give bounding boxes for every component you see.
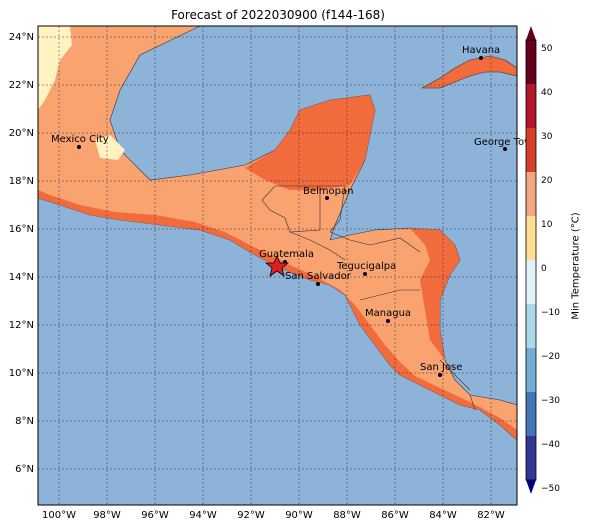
lat-label: 24°N: [9, 32, 34, 43]
city-label-belmopan: Belmopan: [303, 186, 353, 197]
hot-honduras: [410, 228, 460, 360]
lat-label: 10°N: [9, 368, 34, 379]
city-label-san-salvador: San Salvador: [285, 271, 352, 282]
colorbar-bottom-arrow: [526, 480, 536, 494]
lon-label: 84°W: [429, 510, 457, 521]
lat-label: 20°N: [9, 128, 34, 139]
city-label-mexico-city: Mexico City: [51, 134, 109, 145]
lat-label: 14°N: [9, 272, 34, 283]
lat-label: 8°N: [15, 416, 34, 427]
colorbar-tick: −20: [541, 352, 560, 362]
city-dot-belmopan: [325, 196, 329, 200]
cool-zone-2: [95, 135, 125, 160]
star-marker: [264, 254, 290, 277]
city-label-san-jose: San Jose: [420, 362, 462, 373]
lat-label: 12°N: [9, 320, 34, 331]
city-dot-george-town: [503, 147, 507, 151]
lat-label: 6°N: [15, 464, 34, 475]
lon-label: 82°W: [477, 510, 505, 521]
lat-label: 22°N: [9, 80, 34, 91]
city-dot-mexico-city: [77, 145, 81, 149]
city-dot-san-salvador: [316, 282, 320, 286]
lat-label: 18°N: [9, 176, 34, 187]
map-title: Forecast of 2022030900 (f144-168): [171, 8, 385, 22]
colorbar-tick: 40: [541, 88, 553, 98]
colorbar-tick: −50: [541, 484, 560, 494]
country-borders: [261, 185, 476, 411]
city-dot-tegucigalpa: [363, 272, 367, 276]
lon-label: 86°W: [381, 510, 409, 521]
city-dot-havana: [479, 56, 483, 60]
lon-label: 94°W: [189, 510, 217, 521]
colorbar-label-wrap: Min Temperature (°C): [566, 196, 586, 336]
colorbar-label: Min Temperature (°C): [570, 212, 582, 320]
lat-label: 16°N: [9, 224, 34, 235]
colorbar-tick: −30: [541, 396, 560, 406]
lon-label: 90°W: [285, 510, 313, 521]
hot-yucatan: [245, 95, 375, 190]
lon-label: 98°W: [93, 510, 121, 521]
colorbar-tick: 10: [541, 220, 553, 230]
city-dot-san-jose: [438, 373, 442, 377]
city-label-guatemala: Guatemala: [259, 249, 314, 260]
city-dot-managua: [386, 319, 390, 323]
city-markers: [77, 56, 507, 377]
colorbar-tick: −10: [541, 308, 560, 318]
plot-frame: [37, 25, 518, 506]
city-label-managua: Managua: [365, 308, 411, 319]
colorbar-top-arrow: [526, 26, 536, 40]
colorbar-tick: 50: [541, 44, 553, 54]
cool-zone: [38, 26, 72, 110]
colorbar-tick: 30: [541, 132, 553, 142]
city-label-havana: Havana: [462, 45, 500, 56]
colorbar: [525, 26, 537, 494]
colorbar-tick: 20: [541, 176, 553, 186]
city-label-tegucigalpa: Tegucigalpa: [336, 261, 396, 272]
lon-label: 88°W: [333, 510, 361, 521]
lon-label: 100°W: [42, 510, 76, 521]
colorbar-tick: −40: [541, 440, 560, 450]
lon-label: 96°W: [141, 510, 169, 521]
lon-label: 92°W: [237, 510, 265, 521]
city-label-george-town: George Tov: [474, 137, 530, 148]
colorbar-tick: 0: [541, 264, 547, 274]
